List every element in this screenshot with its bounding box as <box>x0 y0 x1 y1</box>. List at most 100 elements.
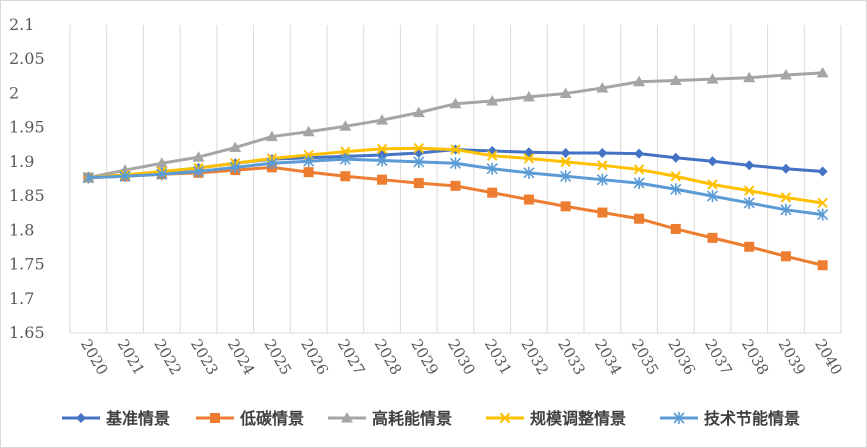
x-tick-label: 2021 <box>114 336 149 378</box>
data-point <box>449 157 462 170</box>
data-point <box>743 71 756 83</box>
y-tick-label: 1.8 <box>9 220 34 239</box>
x-tick-label: 2033 <box>554 336 589 378</box>
x-tick-label: 2025 <box>260 336 295 378</box>
data-point <box>670 171 681 182</box>
data-point <box>265 130 278 142</box>
data-point <box>634 213 645 224</box>
legend-label: 技术节能情景 <box>704 409 800 428</box>
data-point <box>707 156 718 167</box>
data-point <box>486 94 499 106</box>
data-point <box>780 192 792 203</box>
data-point <box>560 147 571 158</box>
data-point <box>817 260 828 271</box>
data-point <box>670 152 681 163</box>
data-point <box>560 201 571 212</box>
data-point <box>670 223 681 234</box>
data-point <box>817 197 828 209</box>
data-point <box>706 190 719 203</box>
data-point <box>303 167 314 178</box>
x-tick-label: 2027 <box>334 336 369 378</box>
data-point <box>302 125 315 137</box>
data-point <box>413 155 425 168</box>
legend-swatch-marker <box>499 412 511 424</box>
series-3 <box>82 66 829 183</box>
y-tick-label: 1.65 <box>9 323 45 342</box>
legend-entry-2: 低碳情景 <box>196 409 304 428</box>
data-point <box>229 141 242 153</box>
legend-swatch-marker <box>673 412 685 424</box>
data-point <box>744 160 755 171</box>
y-tick-label: 1.85 <box>9 186 45 205</box>
y-tick-label: 1.75 <box>9 255 45 274</box>
legend-label: 基准情景 <box>105 409 170 428</box>
x-tick-label: 2020 <box>77 336 112 378</box>
y-axis: 1.65 1.7 1.75 1.8 1.85 1.9 1.95 2 2.05 2.1 <box>9 15 45 342</box>
data-point <box>413 142 424 154</box>
x-tick-label: 2032 <box>517 336 552 378</box>
data-point <box>633 177 645 190</box>
data-point <box>340 171 351 182</box>
x-tick-label: 2029 <box>407 336 442 378</box>
legend: 基准情景 低碳情景 高耗能情景 规模调整情景 技术节能情景 <box>62 409 800 428</box>
x-tick-label: 2037 <box>701 336 736 378</box>
data-point <box>817 166 828 177</box>
x-tick-label: 2036 <box>664 336 699 378</box>
data-point <box>744 185 755 196</box>
data-point <box>669 74 682 85</box>
data-point <box>119 170 131 183</box>
data-point <box>339 120 352 131</box>
data-point <box>192 151 205 162</box>
data-point <box>449 97 462 109</box>
x-tick-label: 2024 <box>224 336 259 378</box>
data-point <box>706 73 719 84</box>
legend-swatch-marker <box>210 413 220 423</box>
data-point <box>412 106 425 118</box>
data-point <box>817 208 829 221</box>
legend-label: 高耗能情景 <box>372 409 452 428</box>
data-point <box>523 194 534 205</box>
data-point <box>303 155 315 168</box>
y-tick-label: 2.05 <box>9 49 45 68</box>
legend-label: 低碳情景 <box>239 409 304 428</box>
data-point <box>192 165 205 178</box>
data-point <box>780 251 791 262</box>
x-tick-label: 2030 <box>444 336 479 378</box>
data-point <box>559 87 572 98</box>
series-2 <box>83 162 828 271</box>
data-point <box>597 207 608 218</box>
y-tick-label: 2 <box>9 83 19 102</box>
x-tick-label: 2026 <box>297 336 332 378</box>
legend-swatch-marker <box>76 413 86 423</box>
data-point <box>597 160 608 171</box>
data-point <box>707 232 718 243</box>
data-point <box>780 163 791 174</box>
data-point <box>82 171 94 184</box>
data-point <box>376 154 388 167</box>
legend-entry-5: 技术节能情景 <box>660 409 800 428</box>
data-point <box>155 157 168 168</box>
series-5 <box>82 153 829 221</box>
data-point <box>670 183 682 196</box>
data-point <box>779 68 792 80</box>
data-point <box>339 153 351 166</box>
x-tick-label: 2031 <box>481 336 516 378</box>
legend-label: 规模调整情景 <box>530 409 626 428</box>
data-point <box>156 168 168 181</box>
data-point <box>780 203 792 216</box>
data-point <box>816 66 829 78</box>
data-point <box>450 180 461 191</box>
data-point <box>707 179 718 190</box>
data-point <box>487 187 498 198</box>
data-point <box>487 150 498 161</box>
data-point <box>229 161 241 174</box>
x-tick-label: 2040 <box>811 336 846 378</box>
data-point <box>523 166 535 179</box>
legend-entry-1: 基准情景 <box>62 409 170 428</box>
data-point <box>340 146 351 157</box>
x-tick-label: 2039 <box>774 336 809 378</box>
data-point <box>633 164 645 175</box>
y-tick-label: 1.95 <box>9 118 45 137</box>
x-tick-label: 2034 <box>591 336 626 378</box>
